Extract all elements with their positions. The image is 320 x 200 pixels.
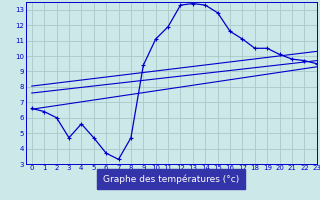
X-axis label: Graphe des températures (°c): Graphe des températures (°c) (103, 174, 239, 184)
